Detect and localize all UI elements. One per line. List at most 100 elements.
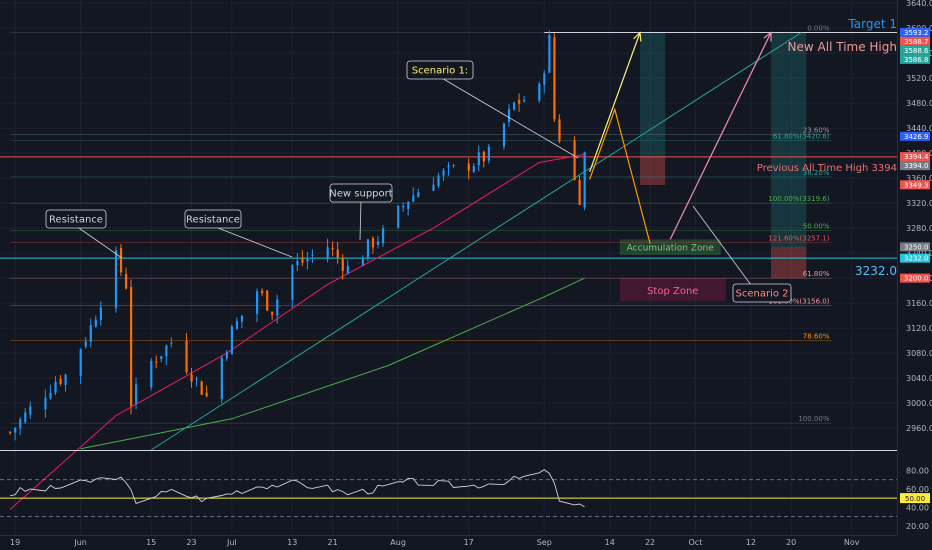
y-tick-label: 3040.0 — [906, 374, 932, 383]
candle-body — [59, 379, 62, 384]
price-tag-label: 3394.4 — [904, 153, 929, 161]
y-tick-label: 3000.0 — [906, 399, 932, 408]
price-tag — [900, 27, 930, 37]
x-tick-label: 14 — [605, 538, 615, 547]
price-tag-label: 3232.0 — [904, 255, 929, 263]
candle-body — [336, 249, 339, 258]
price-tag-label: 3593.2 — [904, 29, 929, 37]
candle-body — [487, 146, 491, 161]
new-support-label-box — [329, 183, 393, 203]
candle-body — [276, 299, 279, 316]
candle-body — [64, 374, 67, 385]
candle-body — [14, 427, 17, 433]
candle-body — [170, 342, 173, 344]
scenario-2-label: Scenario 2 — [735, 289, 788, 300]
fib-level-label: 50.00% — [803, 223, 830, 231]
x-tick-label: 21 — [328, 538, 338, 547]
candle-body — [119, 248, 123, 273]
candle-body — [371, 238, 375, 248]
fib-level-label: 78.60% — [803, 333, 830, 341]
candle-body — [44, 397, 47, 410]
candle-body — [381, 227, 385, 244]
fibonacci-layer: 0.00% 23.60%61.80%(3420.8) 38.20% 100.00%(3… — [10, 25, 832, 424]
candle-body — [311, 254, 314, 256]
x-tick-label: 17 — [464, 538, 474, 547]
y-tick-label: 3480.0 — [906, 99, 932, 108]
candle-body — [402, 206, 405, 208]
x-tick-label: 19 — [10, 538, 20, 547]
price-tag-label: 3349.3 — [904, 181, 929, 189]
price-tag-label: 3394.0 — [904, 162, 929, 170]
candle-body — [266, 290, 269, 311]
candle-body — [306, 258, 309, 262]
price-tag-label: 3586.8 — [904, 56, 929, 64]
candle-body — [513, 102, 516, 110]
x-tick-label: Sep — [537, 538, 552, 547]
candle-body — [225, 352, 228, 359]
new-support-label: New support — [329, 189, 392, 200]
candle-body — [114, 250, 118, 309]
candle-body — [160, 355, 163, 360]
candle-body — [523, 99, 526, 102]
price-tag — [900, 273, 930, 283]
candle-body — [397, 205, 400, 228]
candle-body — [150, 360, 153, 388]
y-tick-label: 3160.0 — [906, 299, 932, 308]
candle-body — [89, 325, 92, 342]
candle-body — [341, 258, 344, 271]
arrows-layer — [589, 31, 772, 244]
candle-body — [346, 265, 349, 274]
candle-body — [261, 290, 264, 294]
candle-body — [361, 257, 365, 266]
price-tag — [900, 152, 930, 162]
candle-body — [558, 119, 561, 142]
y-tick-label: 3640.0 — [906, 0, 932, 8]
resistance-1-label-pointer — [75, 225, 123, 259]
candle-body — [366, 239, 370, 258]
scenario-1-arrow-head — [633, 31, 642, 42]
x-tick-label: 12 — [746, 538, 756, 547]
price-tag — [900, 36, 930, 46]
candle-body — [54, 382, 57, 393]
candle-body — [291, 265, 294, 300]
candle-body — [583, 152, 586, 208]
short-stop-box — [639, 156, 666, 185]
candle-body — [165, 345, 168, 357]
short-target-box — [639, 32, 666, 157]
x-tick-label: 22 — [645, 538, 655, 547]
candle-body — [407, 201, 410, 209]
candle-body — [19, 419, 22, 429]
candle-body — [417, 192, 420, 198]
scenario-1-arrow — [589, 32, 641, 173]
candle-body — [543, 73, 546, 85]
price-tag-label: 3250.0 — [904, 243, 929, 251]
candle-body — [9, 432, 12, 434]
candle-body — [235, 320, 239, 329]
y-tick-label: 3280.0 — [906, 224, 932, 233]
resistance-2-label-box — [184, 209, 242, 229]
candle-body — [477, 152, 480, 166]
long-target-box — [771, 32, 807, 247]
level-3232-label: 3232.0 — [855, 264, 897, 278]
long-stop-box — [771, 246, 807, 279]
fib-level-label: 61.80% — [803, 270, 830, 278]
fib-level-label: 161.80%(3156.0) — [768, 298, 829, 306]
fib-level-label: 38.20% — [803, 169, 830, 177]
y-tick-label: 3360.0 — [906, 174, 932, 183]
candle-body — [472, 165, 475, 172]
candle-body — [538, 83, 541, 101]
x-tick-label: 20 — [786, 538, 796, 547]
candle-body — [437, 175, 440, 187]
y-tick-label: 3520.0 — [906, 74, 932, 83]
recovery-arrow-head — [763, 31, 772, 42]
price-tag — [900, 45, 930, 55]
resistance-1-label-box — [45, 209, 107, 229]
x-tick-label: Jul — [226, 538, 237, 547]
price-tag-label: 3588.6 — [904, 47, 929, 55]
candle-body — [553, 37, 556, 120]
candle-body — [447, 165, 450, 168]
fib-level-label: 23.60% — [803, 126, 830, 134]
fib-level-label: 61.80%(3420.8) — [773, 133, 830, 141]
indicator-lines-layer — [9, 32, 802, 510]
